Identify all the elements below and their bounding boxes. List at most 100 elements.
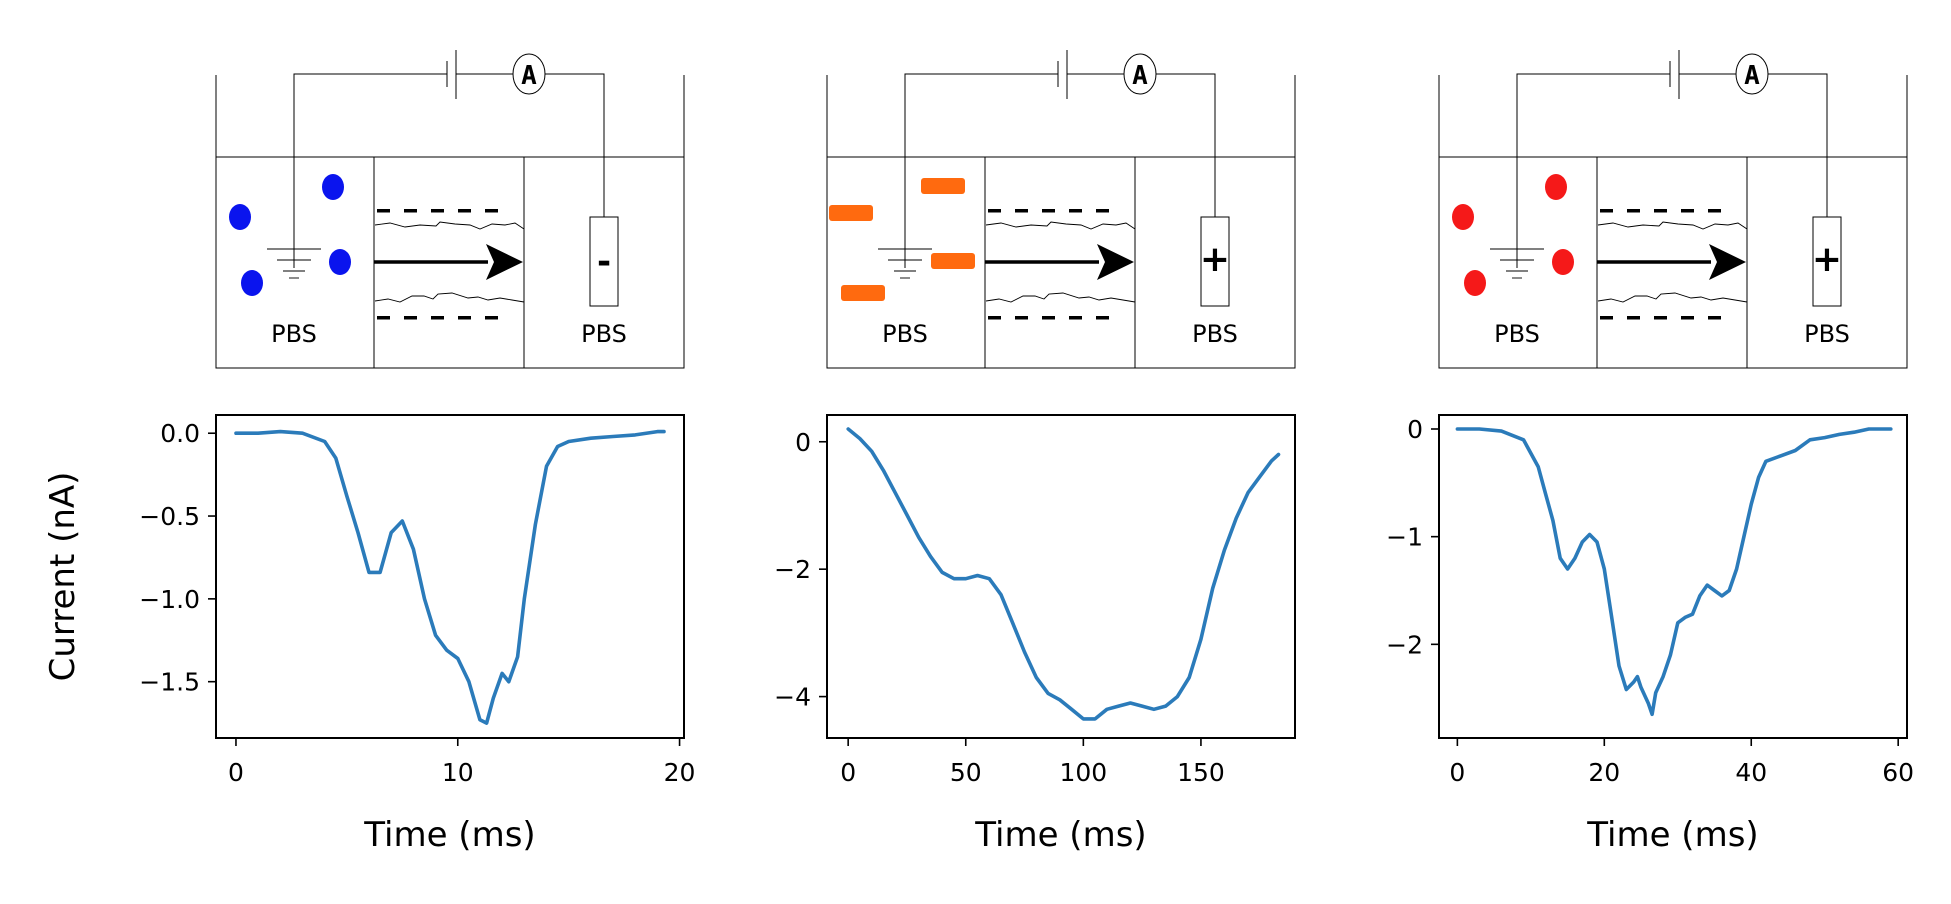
electrode-sign: + (1812, 239, 1842, 280)
tank-outline (1438, 75, 1908, 369)
surface-charge-bottom (458, 316, 471, 320)
particle (841, 285, 885, 301)
electrode-box (589, 216, 619, 307)
surface-charge-bottom (1654, 316, 1667, 320)
surface-charge-top (377, 209, 390, 213)
x-tick-label: 50 (950, 758, 982, 787)
tank-outline (826, 75, 1296, 369)
x-tick-label: 60 (1882, 758, 1914, 787)
x-tick-label: 0 (840, 758, 856, 787)
left-reservoir-label: PBS (1494, 320, 1540, 348)
y-tick-label: −2 (774, 555, 811, 584)
y-tick-label: −0.5 (139, 502, 200, 531)
y-tick-label: 0 (795, 428, 811, 457)
y-tick-label: −1.5 (139, 668, 200, 697)
flow-arrow-head (486, 244, 523, 280)
circuit-wire-left (904, 73, 1058, 268)
surface-charge-bottom (1600, 316, 1613, 320)
surface-charge-top (1069, 209, 1082, 213)
surface-charge-top (485, 209, 498, 213)
chart-panel-1: 0 10 20 0.0 −0.5 −1.0 −1.5 Time (ms) Current (nA… (43, 414, 696, 855)
surface-charge-top (404, 209, 417, 213)
circuit-wire-left (293, 73, 447, 268)
x-axis-label: Time (ms) (1586, 815, 1758, 855)
surface-charge-top (1015, 209, 1028, 213)
flow-arrow-head (1097, 244, 1134, 280)
surface-charge-top (1627, 209, 1640, 213)
diagram-panel-2: A + PBS PBS (826, 50, 1296, 369)
particle (241, 270, 263, 296)
particle (1464, 270, 1486, 296)
particle (931, 253, 975, 269)
surface-charge-top (1096, 209, 1109, 213)
right-reservoir-label: PBS (581, 320, 627, 348)
current-trace-line (1455, 427, 1893, 717)
surface-charge-bottom (377, 316, 390, 320)
x-tick-label: 10 (442, 758, 474, 787)
right-reservoir-label: PBS (1192, 320, 1238, 348)
left-reservoir-label: PBS (271, 320, 317, 348)
particle (229, 204, 251, 230)
particle (1452, 204, 1474, 230)
x-tick-label: 20 (664, 758, 696, 787)
chart-panel-3: 0 20 40 60 0 −1 −2 Time (ms) (1386, 414, 1914, 855)
surface-charge-top (431, 209, 444, 213)
x-tick-label: 0 (228, 758, 244, 787)
surface-charge-top (1681, 209, 1694, 213)
surface-charge-top (458, 209, 471, 213)
y-tick-label: −1.0 (139, 585, 200, 614)
surface-charge-top (988, 209, 1001, 213)
particle (329, 249, 351, 275)
surface-charge-bottom (485, 316, 498, 320)
particle (921, 178, 965, 194)
x-axis-label: Time (ms) (363, 815, 535, 855)
chart-panel-2: 0 50 100 150 0 −2 −4 Time (ms) (774, 414, 1296, 855)
tank-outline (215, 75, 685, 369)
circuit-wire-right (1768, 73, 1828, 217)
y-tick-label: −4 (774, 683, 811, 712)
pore-surface-top (985, 221, 1136, 230)
nanopore-diagrams: A - PBS PBS A + PBS PBS A + PBS PBS (215, 50, 1908, 369)
y-tick-label: −1 (1386, 523, 1423, 552)
electrode-sign: + (1200, 239, 1230, 280)
surface-charge-top (1708, 209, 1721, 213)
surface-charge-bottom (988, 316, 1001, 320)
x-axis-label: Time (ms) (974, 815, 1146, 855)
y-tick-label: −2 (1386, 630, 1423, 659)
x-tick-label: 20 (1588, 758, 1620, 787)
y-axis-label: Current (nA) (43, 472, 83, 682)
current-trace-line (234, 429, 666, 725)
y-tick-label: 0.0 (160, 419, 200, 448)
ammeter-label: A (1132, 61, 1148, 91)
particle (1545, 174, 1567, 200)
pore-surface-top (1597, 221, 1748, 230)
particle (1552, 249, 1574, 275)
surface-charge-bottom (1681, 316, 1694, 320)
electrode-sign: - (597, 242, 611, 282)
pore-surface-top (374, 221, 525, 230)
surface-charge-bottom (1627, 316, 1640, 320)
axes-frame (215, 414, 685, 739)
x-tick-label: 0 (1449, 758, 1465, 787)
surface-charge-bottom (1708, 316, 1721, 320)
current-trace-line (846, 427, 1281, 721)
surface-charge-top (1600, 209, 1613, 213)
surface-charge-top (1654, 209, 1667, 213)
pore-surface-bottom (374, 292, 525, 303)
surface-charge-bottom (1069, 316, 1082, 320)
ammeter-label: A (521, 61, 537, 91)
y-tick-label: 0 (1407, 415, 1423, 444)
circuit-wire-left (1516, 73, 1670, 268)
axes-frame (1438, 414, 1908, 739)
circuit-wire-right (1156, 73, 1216, 217)
surface-charge-bottom (404, 316, 417, 320)
surface-charge-bottom (1096, 316, 1109, 320)
surface-charge-top (1042, 209, 1055, 213)
flow-arrow-head (1709, 244, 1746, 280)
electrode-box (1812, 216, 1842, 307)
diagram-panel-3: A + PBS PBS (1438, 50, 1908, 369)
x-tick-label: 100 (1059, 758, 1107, 787)
surface-charge-bottom (1042, 316, 1055, 320)
axes-frame (826, 414, 1296, 739)
